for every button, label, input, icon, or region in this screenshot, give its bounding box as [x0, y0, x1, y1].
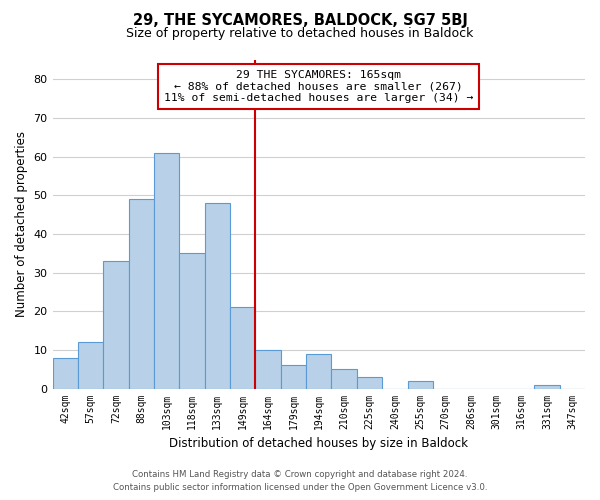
Bar [306, 354, 331, 388]
Bar [256, 350, 281, 389]
X-axis label: Distribution of detached houses by size in Baldock: Distribution of detached houses by size … [169, 437, 468, 450]
Bar [179, 254, 205, 388]
Text: 29, THE SYCAMORES, BALDOCK, SG7 5BJ: 29, THE SYCAMORES, BALDOCK, SG7 5BJ [133, 12, 467, 28]
Bar [53, 358, 78, 388]
Bar [357, 377, 382, 388]
Bar [128, 199, 154, 388]
Bar [534, 384, 560, 388]
Bar [407, 381, 433, 388]
Bar [78, 342, 103, 388]
Bar [230, 308, 256, 388]
Bar [154, 153, 179, 388]
Text: Contains HM Land Registry data © Crown copyright and database right 2024.
Contai: Contains HM Land Registry data © Crown c… [113, 470, 487, 492]
Text: Size of property relative to detached houses in Baldock: Size of property relative to detached ho… [127, 28, 473, 40]
Bar [331, 369, 357, 388]
Bar [103, 261, 128, 388]
Y-axis label: Number of detached properties: Number of detached properties [15, 132, 28, 318]
Bar [205, 203, 230, 388]
Bar [281, 366, 306, 388]
Text: 29 THE SYCAMORES: 165sqm
← 88% of detached houses are smaller (267)
11% of semi-: 29 THE SYCAMORES: 165sqm ← 88% of detach… [164, 70, 473, 103]
